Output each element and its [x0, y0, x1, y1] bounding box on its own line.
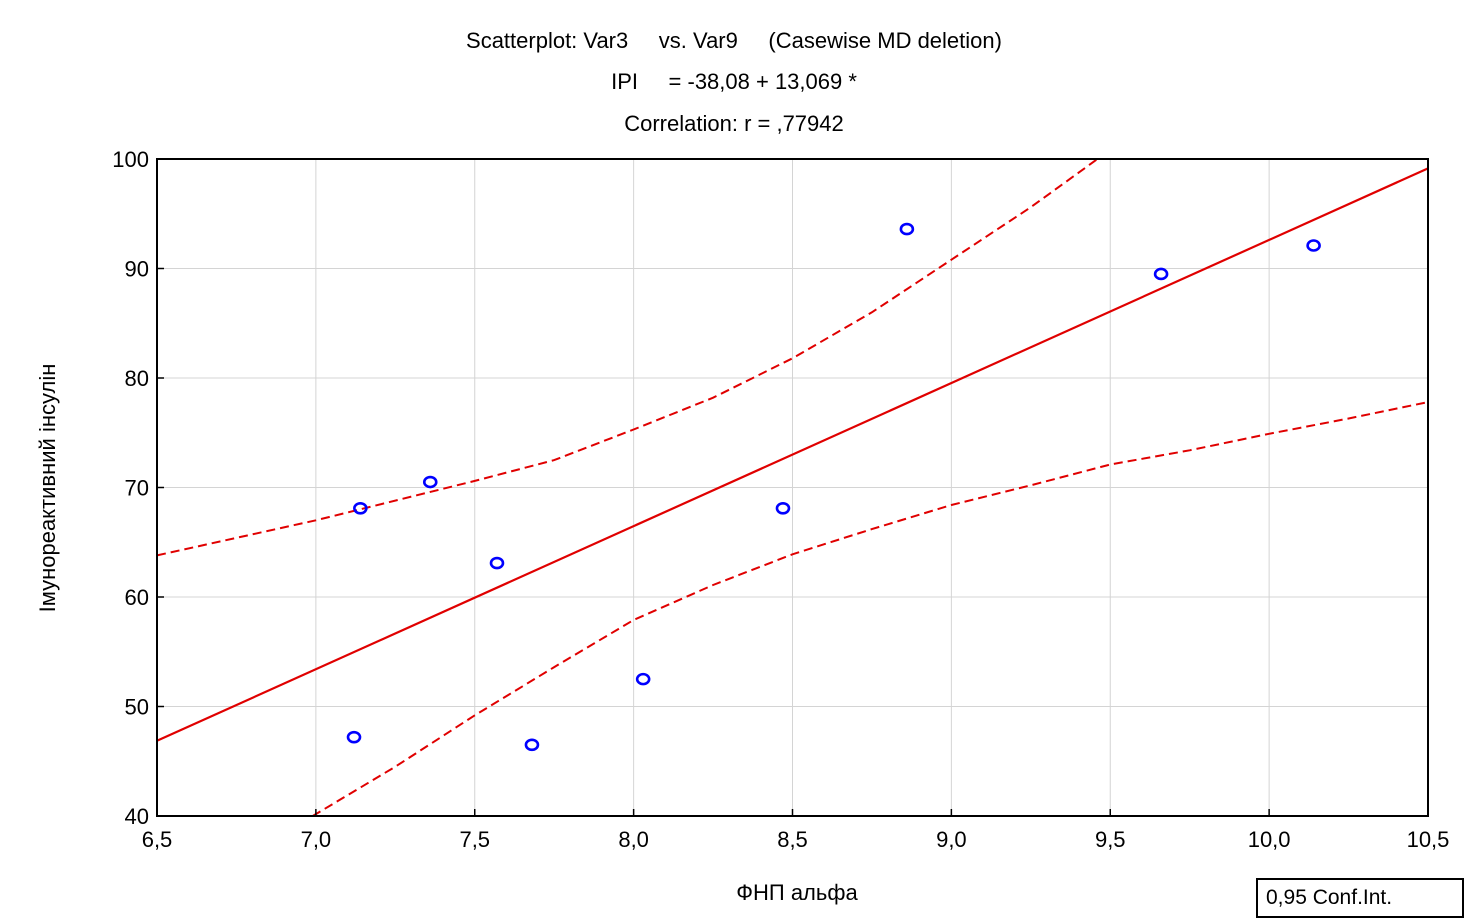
data-point [489, 556, 505, 570]
x-tick-label: 9,0 [936, 827, 967, 852]
data-point [775, 502, 791, 515]
y-tick-label: 50 [125, 695, 149, 720]
data-point [353, 502, 368, 515]
legend-label: 0,95 Conf.Int. [1266, 886, 1393, 909]
x-tick-label: 10,5 [1407, 827, 1450, 852]
grid-lines [156, 158, 1429, 817]
chart-title-line-1: Scatterplot: Var3 vs. Var9 (Casewise MD … [466, 28, 1002, 53]
x-tick-label: 6,5 [142, 827, 173, 852]
y-tick-label: 60 [125, 585, 149, 610]
y-tick-label: 80 [125, 366, 149, 391]
x-axis-label: ФНП альфа [736, 880, 858, 905]
y-tick-label: 90 [125, 257, 149, 282]
data-point [635, 672, 651, 686]
regression-line-group [156, 167, 1429, 742]
x-tick-label: 10,0 [1248, 827, 1291, 852]
chart-title-line-2: IPI = -38,08 + 13,069 * [611, 69, 857, 94]
regression-line [156, 167, 1429, 742]
data-point [1153, 267, 1169, 281]
data-point [422, 475, 438, 489]
confidence-band-upper [156, 158, 1099, 557]
data-points [346, 222, 1321, 752]
y-tick-label: 70 [125, 476, 149, 501]
x-tick-label: 9,5 [1095, 827, 1126, 852]
legend-box: 0,95 Conf.Int. [1256, 878, 1464, 918]
chart-title-line-3: Correlation: r = ,77942 [624, 111, 844, 136]
y-axis-label: Імунореактивний інсулін [35, 364, 60, 613]
confidence-band-lower [312, 401, 1429, 817]
data-point [1306, 239, 1321, 252]
x-tick-label: 8,5 [777, 827, 808, 852]
y-tick-label: 100 [112, 147, 149, 172]
x-tick-label: 7,5 [459, 827, 490, 852]
x-tick-label: 7,0 [301, 827, 332, 852]
data-point [899, 222, 915, 236]
y-tick-label: 40 [125, 804, 149, 829]
data-point [346, 730, 362, 744]
x-tick-label: 8,0 [618, 827, 649, 852]
axis-ticks: 6,5 7,0 7,5 8,0 8,5 9,0 9,5 10,0 10,5 40 50 60 70 80 9… [112, 147, 1449, 852]
data-point [524, 738, 540, 752]
confidence-band [156, 158, 1429, 817]
